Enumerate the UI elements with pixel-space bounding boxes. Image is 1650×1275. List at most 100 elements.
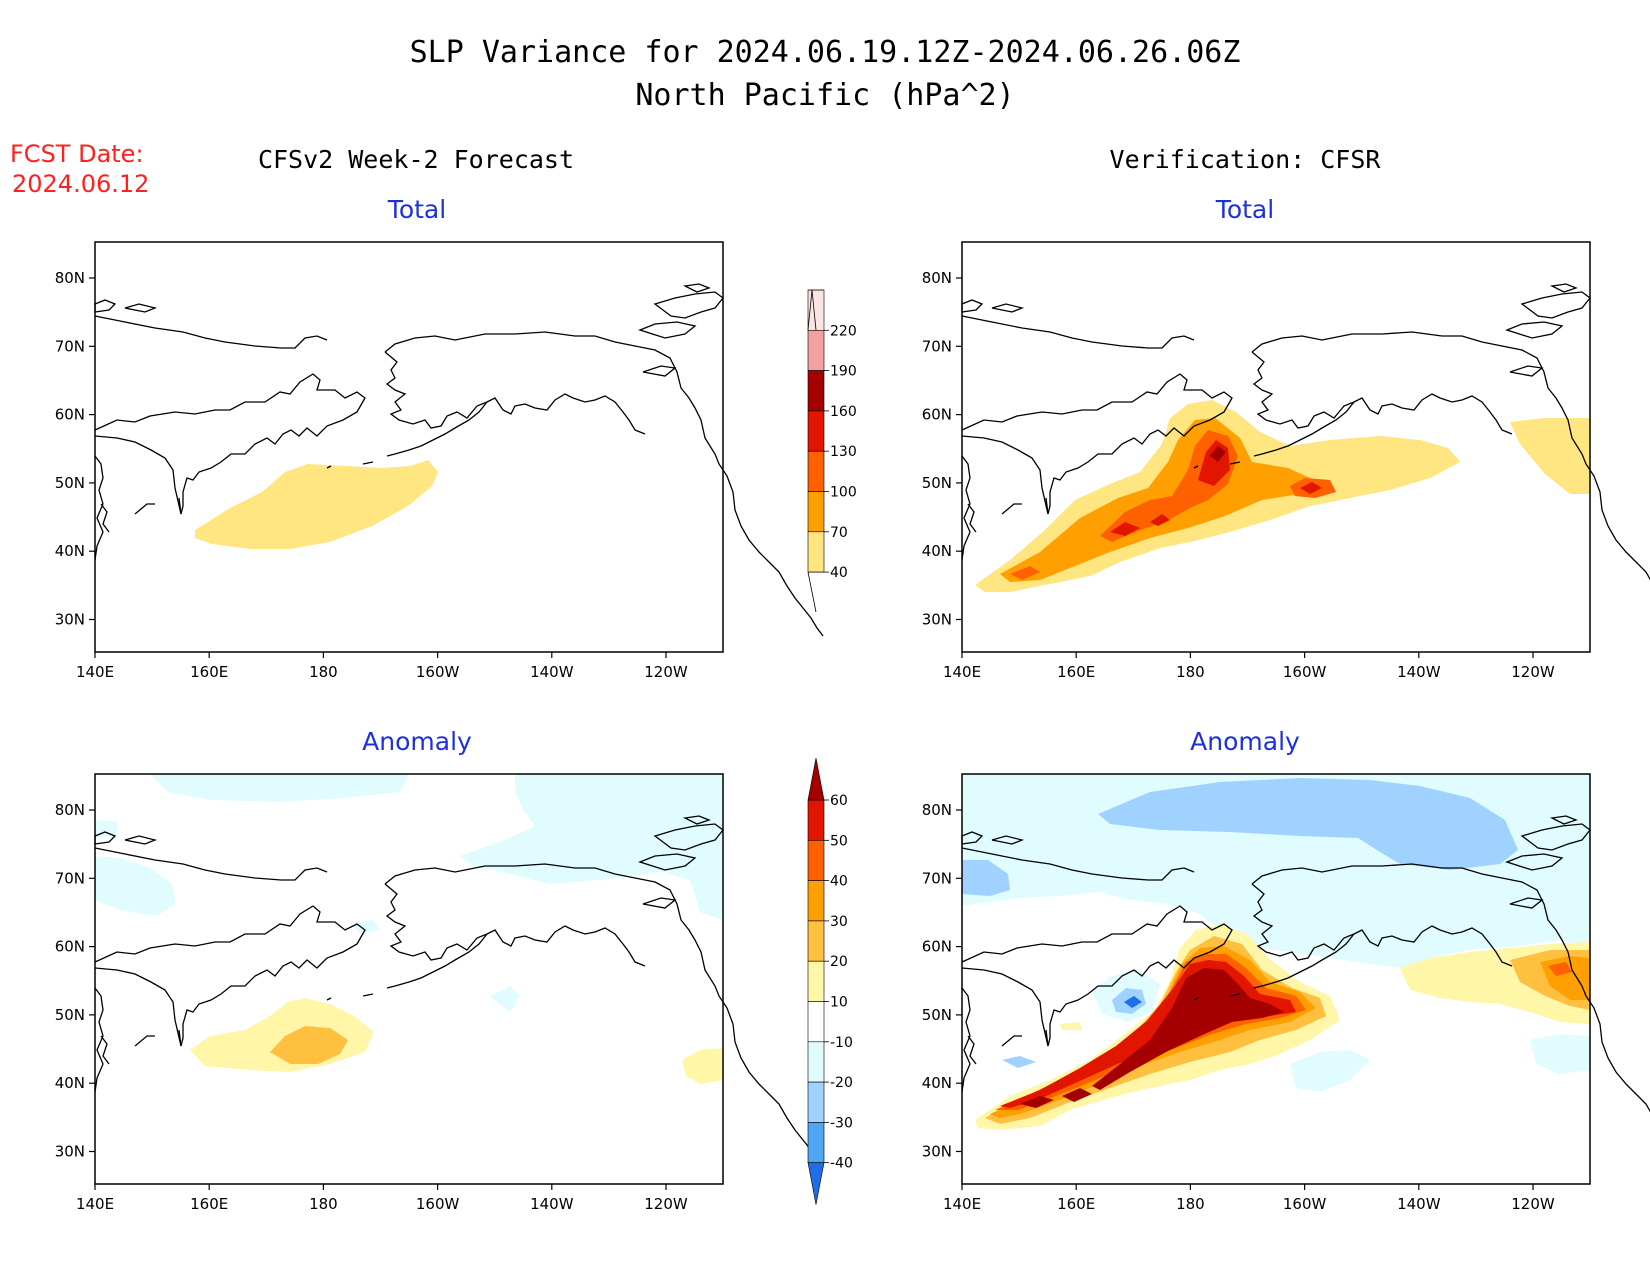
colorbar-swatch (807, 1122, 825, 1164)
colorbar-swatch (807, 1001, 825, 1043)
y-tick-label: 30N (922, 611, 952, 629)
colorbar-label: 40 (830, 874, 848, 890)
y-tick-label: 60N (55, 938, 85, 956)
colorbar-label: 190 (830, 364, 857, 380)
y-tick-label: 50N (55, 1006, 85, 1024)
fcst-date-label: FCST Date: (10, 140, 144, 168)
y-tick-label: 30N (922, 1143, 952, 1161)
shaded-field (975, 400, 1590, 592)
colorbar-label: 70 (830, 525, 848, 541)
x-tick-label: 180 (309, 663, 338, 681)
colorbar-label: -20 (830, 1075, 853, 1091)
colorbar-swatch (807, 370, 825, 412)
colorbar-swatch (807, 450, 825, 492)
colorbar-label: 50 (830, 833, 848, 849)
shaded-field (195, 460, 438, 549)
x-tick-label: 120W (644, 1195, 688, 1213)
x-tick-label: 120W (644, 663, 688, 681)
triangle-arrow-icon (807, 1162, 825, 1205)
colorbar-label: 130 (830, 444, 857, 460)
shaded-field (962, 774, 1590, 1130)
x-tick-label: 120W (1511, 663, 1555, 681)
y-tick-label: 80N (922, 269, 952, 287)
x-tick-label: 140E (76, 1195, 114, 1213)
colorbar-label: 60 (830, 793, 848, 809)
colorbar-swatch (807, 531, 825, 573)
colorbar-label: 160 (830, 404, 857, 420)
y-tick-label: 40N (55, 1074, 85, 1092)
colorbar-label: -10 (830, 1035, 853, 1051)
y-tick-label: 60N (55, 406, 85, 424)
y-tick-label: 50N (922, 1006, 952, 1024)
x-tick-label: 180 (1176, 663, 1205, 681)
y-tick-label: 80N (922, 801, 952, 819)
x-tick-label: 180 (309, 1195, 338, 1213)
colorbar-swatch (807, 920, 825, 962)
colorbar-swatch (807, 289, 825, 331)
column-title-forecast: CFSv2 Week-2 Forecast (258, 145, 574, 174)
y-tick-label: 80N (55, 801, 85, 819)
x-tick-label: 160E (1057, 663, 1095, 681)
x-tick-label: 160W (416, 663, 460, 681)
panel-title-verification-total: Total (1215, 195, 1274, 224)
triangle-arrow-icon (807, 289, 817, 331)
x-tick-label: 140W (1397, 663, 1441, 681)
colorbar-swatch (807, 410, 825, 452)
y-tick-label: 30N (55, 611, 85, 629)
x-tick-label: 180 (1176, 1195, 1205, 1213)
colorbar-swatch (807, 329, 825, 371)
colorbar-swatch (807, 960, 825, 1002)
colorbar-swatch (807, 491, 825, 533)
x-tick-label: 160E (1057, 1195, 1095, 1213)
triangle-arrow-icon (807, 571, 817, 613)
y-tick-label: 30N (55, 1143, 85, 1161)
y-tick-label: 70N (55, 869, 85, 887)
y-tick-label: 70N (922, 869, 952, 887)
map-panel-verification-anomaly (961, 773, 1650, 1185)
colorbar-label: 40 (830, 565, 848, 581)
colorbar-swatch (807, 880, 825, 922)
colorbar-label: 100 (830, 485, 857, 501)
y-tick-label: 60N (922, 406, 952, 424)
main-title: SLP Variance for 2024.06.19.12Z-2024.06.… (410, 35, 1241, 70)
x-tick-label: 160W (1283, 1195, 1327, 1213)
x-tick-label: 160E (190, 663, 228, 681)
map-panel-forecast-anomaly (94, 773, 824, 1185)
y-tick-label: 60N (922, 938, 952, 956)
colorbar-label: 220 (830, 323, 857, 339)
x-tick-label: 160E (190, 1195, 228, 1213)
colorbar-swatch (807, 799, 825, 841)
colorbar-swatch (807, 1041, 825, 1083)
colorbar-swatch (807, 1081, 825, 1123)
x-tick-label: 160W (416, 1195, 460, 1213)
x-tick-label: 140W (1397, 1195, 1441, 1213)
x-tick-label: 140E (943, 1195, 981, 1213)
colorbar-swatch (807, 839, 825, 881)
y-tick-label: 70N (55, 337, 85, 355)
x-tick-label: 140E (943, 663, 981, 681)
colorbar-label: 30 (830, 914, 848, 930)
colorbar-label: 10 (830, 995, 848, 1011)
colorbar-total: 220 190 160 130 100 70 40 (807, 289, 857, 613)
fcst-date-value: 2024.06.12 (12, 170, 149, 198)
shaded-field (95, 774, 723, 1084)
map-panel-verification-total (961, 241, 1650, 653)
x-tick-label: 140W (530, 663, 574, 681)
y-tick-label: 50N (922, 474, 952, 492)
x-tick-label: 160W (1283, 663, 1327, 681)
y-tick-label: 40N (55, 542, 85, 560)
x-tick-label: 140W (530, 1195, 574, 1213)
colorbar-label: -30 (830, 1115, 853, 1131)
x-tick-label: 120W (1511, 1195, 1555, 1213)
map-panel-forecast-total (94, 241, 824, 653)
panel-title-forecast-total: Total (387, 195, 446, 224)
y-tick-label: 40N (922, 542, 952, 560)
colorbar-anomaly: 60 50 40 30 20 10 -10 -20 -30 -40 (807, 757, 853, 1205)
y-tick-label: 80N (55, 269, 85, 287)
colorbar-label: -40 (830, 1156, 853, 1172)
panel-title-forecast-anomaly: Anomaly (362, 727, 472, 756)
panel-title-verification-anomaly: Anomaly (1190, 727, 1300, 756)
y-tick-label: 70N (922, 337, 952, 355)
axes-layer: 140E 160E 180 160W 140W 120W 80N 70N 60N 50N 40N 30… (55, 269, 1555, 1213)
